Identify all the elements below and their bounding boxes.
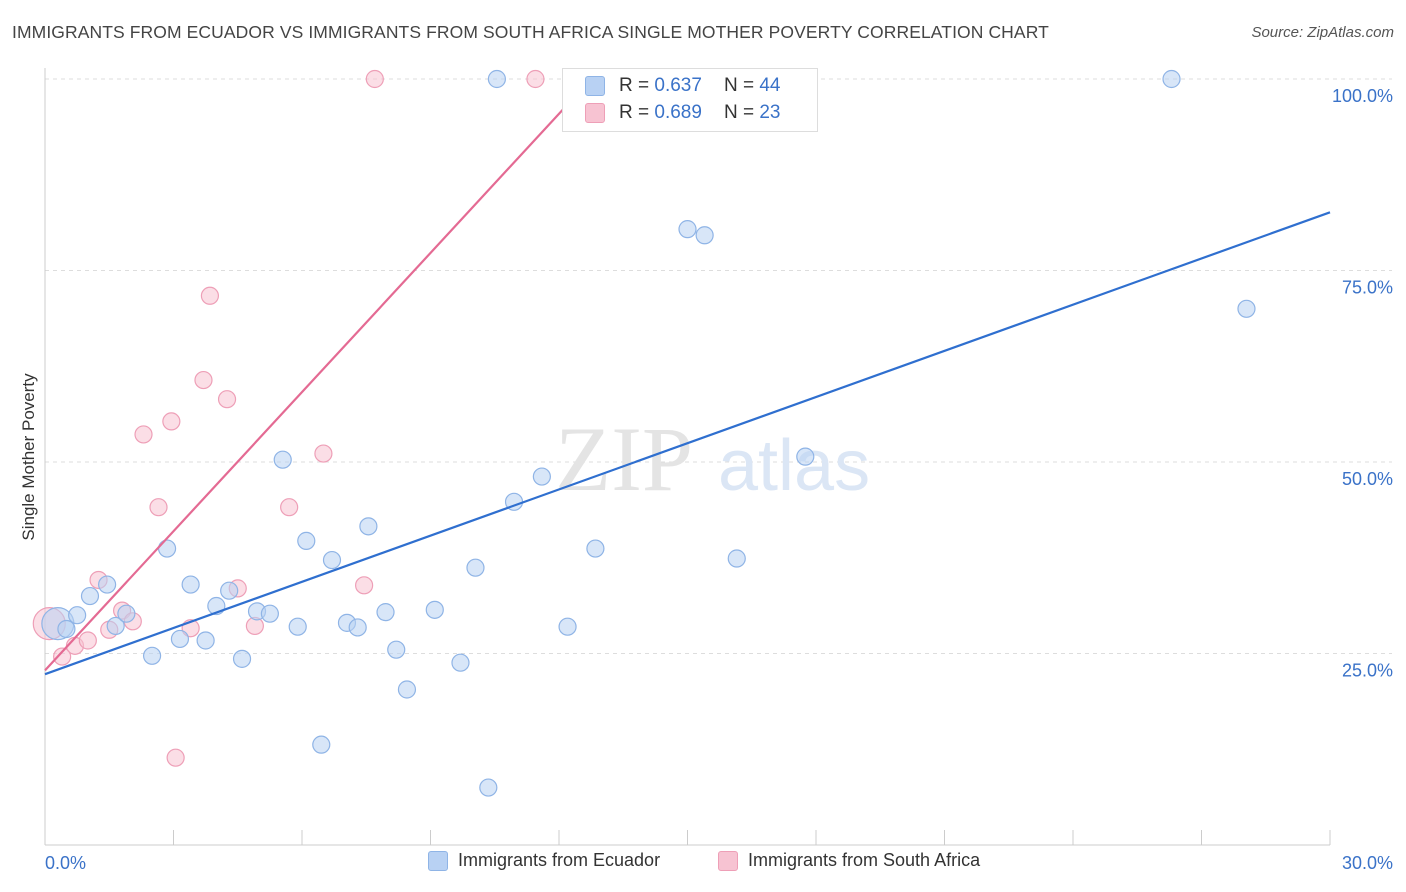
legend-swatch-south-africa <box>718 850 738 871</box>
data-point-ecuador <box>397 680 417 699</box>
legend-swatch-ecuador <box>428 850 448 871</box>
data-point-ecuador <box>586 539 605 558</box>
data-point-ecuador <box>196 631 215 650</box>
x-tick-label: 30.0% <box>1342 853 1393 873</box>
data-point-south-africa <box>53 647 72 666</box>
data-point-south-africa <box>162 412 181 431</box>
r-value: 0.637 <box>654 75 702 96</box>
data-point-ecuador <box>425 600 444 619</box>
stats-row-south-africa: R = 0.689 N = 23 <box>585 102 780 124</box>
r-value: 0.689 <box>654 102 702 123</box>
trend-line-south-africa <box>44 78 592 672</box>
series-ecuador-points <box>41 69 1256 797</box>
y-tick-label: 75.0% <box>1342 278 1393 298</box>
data-point-south-africa <box>200 286 220 305</box>
stats-row-ecuador: R = 0.637 N = 44 <box>585 75 780 97</box>
data-point-ecuador <box>117 604 136 623</box>
watermark-zip: ZIP <box>555 408 693 510</box>
data-point-ecuador <box>348 618 367 637</box>
ecuador-swatch <box>585 76 605 96</box>
data-point-ecuador <box>260 604 279 623</box>
data-point-ecuador <box>376 603 395 622</box>
data-point-ecuador <box>695 226 714 245</box>
data-point-ecuador <box>80 586 100 606</box>
data-point-south-africa <box>149 498 168 517</box>
source-label: Source: ZipAtlas.com <box>1251 24 1394 41</box>
data-point-ecuador <box>479 778 498 797</box>
y-tick-label: 100.0% <box>1332 86 1393 106</box>
data-point-south-africa <box>526 69 545 89</box>
n-value: 23 <box>759 102 781 123</box>
data-point-ecuador <box>451 653 470 672</box>
data-point-ecuador <box>466 558 485 577</box>
data-point-ecuador <box>57 619 76 639</box>
data-point-ecuador <box>1237 299 1256 318</box>
n-label: N = <box>723 102 755 123</box>
data-point-ecuador <box>727 549 746 568</box>
data-point-ecuador <box>312 735 331 754</box>
axes <box>44 68 1331 846</box>
data-point-ecuador <box>106 616 125 636</box>
y-tick-label: 50.0% <box>1342 469 1393 489</box>
data-point-ecuador <box>68 606 87 625</box>
legend-item-south-africa: Immigrants from South Africa <box>718 850 980 871</box>
data-point-ecuador <box>532 467 551 486</box>
data-point-south-africa <box>280 498 299 517</box>
data-point-ecuador <box>157 539 177 558</box>
r-label: R = <box>619 102 650 123</box>
trend-lines <box>44 78 1331 676</box>
data-point-south-africa <box>166 748 185 767</box>
data-point-ecuador <box>558 617 577 636</box>
data-point-ecuador <box>170 629 190 649</box>
data-point-south-africa <box>78 631 97 650</box>
data-point-ecuador <box>220 581 239 600</box>
watermark: ZIP atlas <box>555 408 870 510</box>
data-point-south-africa <box>365 69 384 89</box>
data-point-south-africa <box>314 444 333 463</box>
data-point-south-africa <box>217 390 237 409</box>
data-point-ecuador <box>796 447 815 466</box>
data-point-ecuador <box>98 575 117 594</box>
data-point-ecuador <box>678 220 697 239</box>
trend-line-ecuador <box>44 211 1331 676</box>
south-africa-swatch <box>585 103 605 123</box>
data-point-south-africa <box>134 425 153 444</box>
data-point-ecuador <box>1162 69 1181 89</box>
data-point-ecuador <box>387 640 406 659</box>
y-axis-label: Single Mother Poverty <box>19 373 38 541</box>
n-value: 44 <box>759 75 781 96</box>
data-point-ecuador <box>322 550 342 570</box>
correlation-stats-box: R = 0.637 N = 44 R = 0.689 N = 23 <box>562 68 818 132</box>
tick-labels: 25.0% 50.0% 75.0% 100.0% 0.0% 30.0% <box>45 86 1393 873</box>
legend: Immigrants from Ecuador Immigrants from … <box>0 850 1406 880</box>
data-point-south-africa <box>194 370 213 390</box>
chart-title: IMMIGRANTS FROM ECUADOR VS IMMIGRANTS FR… <box>12 22 1049 42</box>
data-point-south-africa <box>355 576 374 595</box>
n-label: N = <box>723 75 755 96</box>
data-point-ecuador <box>487 69 506 89</box>
legend-label-ecuador: Immigrants from Ecuador <box>458 850 661 870</box>
data-point-ecuador <box>181 575 200 594</box>
data-point-ecuador <box>232 649 252 668</box>
legend-item-ecuador: Immigrants from Ecuador <box>428 850 660 871</box>
data-point-ecuador <box>359 517 378 536</box>
watermark-atlas: atlas <box>718 426 870 506</box>
legend-label-south-africa: Immigrants from South Africa <box>748 850 981 870</box>
data-point-ecuador <box>142 646 162 665</box>
x-tick-label: 0.0% <box>45 853 86 873</box>
y-tick-label: 25.0% <box>1342 661 1393 681</box>
data-point-ecuador <box>273 450 292 469</box>
data-point-ecuador <box>297 531 316 550</box>
r-label: R = <box>619 75 650 96</box>
grid <box>45 78 1392 654</box>
data-point-ecuador <box>288 617 307 636</box>
